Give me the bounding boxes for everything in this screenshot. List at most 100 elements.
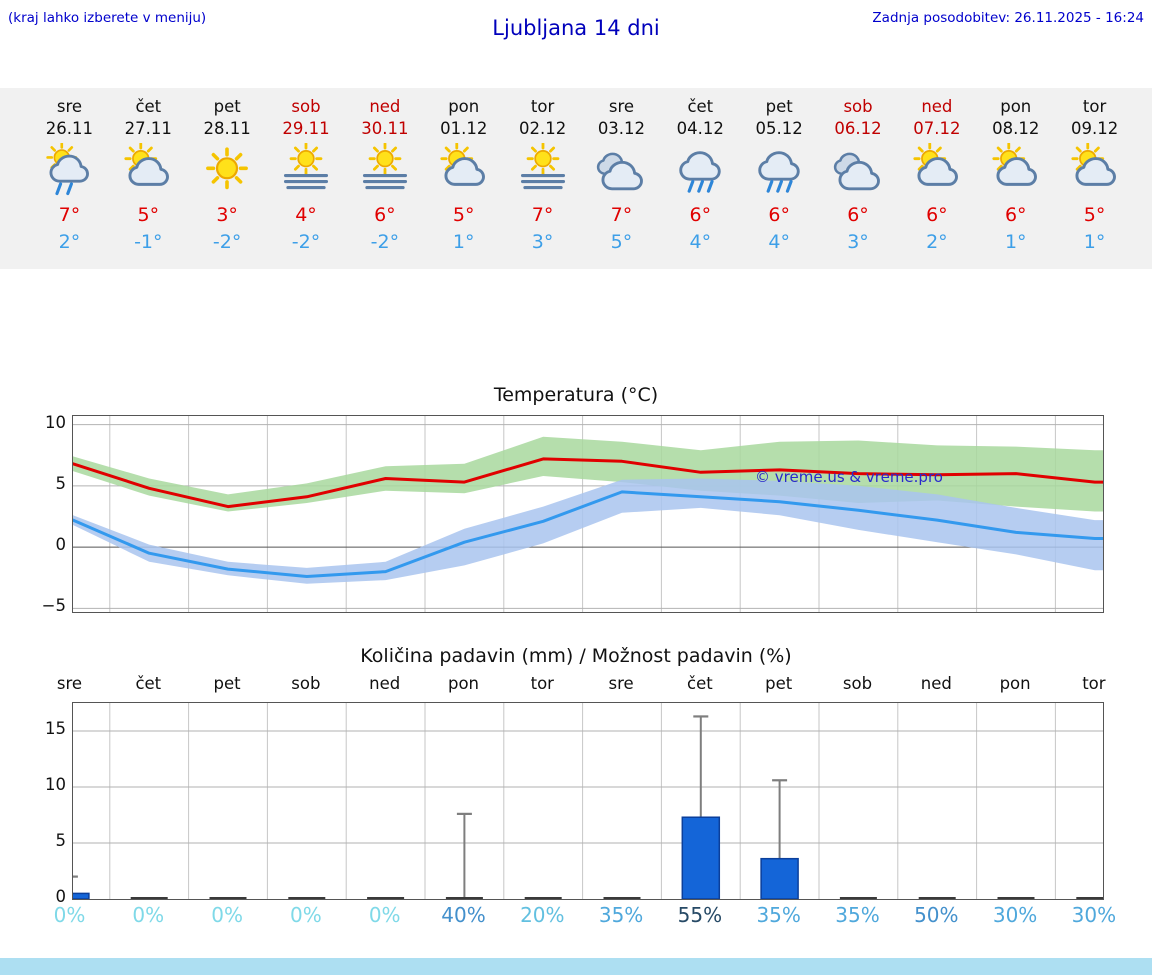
weather-icon-sun-cloud xyxy=(1066,143,1124,196)
weather-icon-sun-fog xyxy=(356,143,414,196)
weather-icon-cloud-rain xyxy=(671,143,729,196)
precip-probability: 0% xyxy=(211,903,243,927)
precip-day-label: ned xyxy=(920,674,952,693)
precip-day-label: pet xyxy=(765,674,793,693)
weather-icon-holder xyxy=(1055,143,1134,199)
day-date: 02.12 xyxy=(518,119,567,138)
weather-icon-holder xyxy=(740,143,819,199)
forecast-day[interactable]: pon 08.12 6° 1° xyxy=(976,96,1055,269)
high-temp: 6° xyxy=(1004,204,1027,226)
forecast-day[interactable]: pet 05.12 6° 4° xyxy=(740,96,819,269)
day-date: 26.11 xyxy=(45,119,94,138)
low-temp: 4° xyxy=(768,231,790,253)
forecast-day[interactable]: sre 26.11 7° 2° xyxy=(30,96,109,269)
precipitation-probability-row: 0% 0% 0% 0% 0% 40% 20% 35% 55% 35% 35% 50% 30% 30% xyxy=(0,903,1152,933)
precip-probability: 35% xyxy=(835,903,880,927)
forecast-day[interactable]: sob 29.11 4° -2° xyxy=(267,96,346,269)
high-temp: 6° xyxy=(374,204,396,226)
forecast-day[interactable]: čet 04.12 6° 4° xyxy=(661,96,740,269)
day-name: tor xyxy=(1082,97,1107,116)
precip-day-label: tor xyxy=(530,674,554,693)
precip-probability: 30% xyxy=(1071,903,1117,927)
weather-icon-cloud xyxy=(829,143,887,196)
y-axis-tick: 5 xyxy=(55,831,67,850)
forecast-day[interactable]: pon 01.12 5° 1° xyxy=(424,96,503,269)
precipitation-y-axis: 15 10 5 0 xyxy=(20,702,67,906)
precip-day-label: čet xyxy=(135,674,162,693)
high-temp: 6° xyxy=(847,204,869,226)
y-axis-tick: 10 xyxy=(45,775,66,794)
day-date: 28.11 xyxy=(203,119,251,138)
forecast-day[interactable]: ned 07.12 6° 2° xyxy=(897,96,976,269)
watermark-link[interactable]: © vreme.us & vreme.pro xyxy=(755,468,943,486)
precipitation-day-labels: sre čet pet sob ned pon tor sre čet pet sob ned pon t… xyxy=(0,674,1152,698)
y-axis-tick: 10 xyxy=(45,412,66,432)
precip-probability: 30% xyxy=(992,903,1038,927)
high-temp: 3° xyxy=(216,204,238,226)
precipitation-chart-title: Količina padavin (mm) / Možnost padavin … xyxy=(360,645,792,667)
precip-probability: 35% xyxy=(598,903,644,927)
precip-day-label: sob xyxy=(842,674,873,693)
low-temp: 1° xyxy=(1083,231,1106,253)
precip-probability: 20% xyxy=(520,903,565,927)
low-temp: -2° xyxy=(212,231,242,253)
day-date: 05.12 xyxy=(755,119,803,138)
footer-strip xyxy=(0,958,1152,975)
y-axis-tick: 5 xyxy=(55,473,67,493)
precip-day-label: ned xyxy=(369,674,401,693)
location-hint: (kraj lahko izberete v meniju) xyxy=(8,10,207,26)
day-date: 30.11 xyxy=(361,119,409,138)
high-temp: 6° xyxy=(689,204,712,226)
last-update: Zadnja posodobitev: 26.11.2025 - 16:24 xyxy=(872,10,1144,26)
weather-icon-sun-cloud xyxy=(908,143,966,196)
low-temp: 3° xyxy=(847,231,869,253)
day-name: pet xyxy=(765,97,793,116)
precip-day-label: tor xyxy=(1082,674,1106,693)
day-date: 07.12 xyxy=(913,119,961,138)
high-temp: 5° xyxy=(137,204,160,226)
precip-day-label: čet xyxy=(687,674,713,693)
weather-icon-sun-cloud-rain xyxy=(40,143,98,196)
weather-icon-holder xyxy=(897,143,976,199)
day-name: čet xyxy=(135,97,162,116)
precip-day-label: pet xyxy=(213,674,241,693)
precip-probability: 40% xyxy=(441,903,486,927)
high-temp: 5° xyxy=(1083,204,1106,226)
high-temp: 7° xyxy=(58,204,81,226)
low-temp: 5° xyxy=(610,231,633,253)
forecast-strip: sre 26.11 7° 2° čet 27.11 5° -1° pet 28.11 3° -2°… xyxy=(0,88,1152,269)
precip-probability: 0% xyxy=(53,903,86,927)
forecast-day[interactable]: tor 09.12 5° 1° xyxy=(1055,96,1134,269)
low-temp: -2° xyxy=(370,231,400,253)
forecast-day[interactable]: ned 30.11 6° -2° xyxy=(345,96,424,269)
day-name: sre xyxy=(56,97,83,116)
day-name: ned xyxy=(369,97,401,116)
weather-icon-cloud-rain xyxy=(750,143,808,196)
precip-day-label: sre xyxy=(608,674,634,693)
y-axis-tick: 0 xyxy=(55,535,67,555)
precip-probability: 50% xyxy=(914,903,959,927)
precip-day-label: pon xyxy=(447,674,480,693)
high-temp: 5° xyxy=(452,204,475,226)
forecast-day[interactable]: pet 28.11 3° -2° xyxy=(188,96,267,269)
low-temp: 2° xyxy=(926,231,948,253)
high-temp: 6° xyxy=(768,204,790,226)
high-temp: 4° xyxy=(295,204,317,226)
weather-icon-holder xyxy=(30,143,109,199)
day-date: 09.12 xyxy=(1070,119,1119,138)
day-date: 06.12 xyxy=(834,119,882,138)
y-axis-tick: 0 xyxy=(55,887,67,906)
forecast-day[interactable]: čet 27.11 5° -1° xyxy=(109,96,188,269)
forecast-day[interactable]: tor 02.12 7° 3° xyxy=(503,96,582,269)
high-temp: 7° xyxy=(531,204,554,226)
forecast-day[interactable]: sob 06.12 6° 3° xyxy=(819,96,898,269)
weather-icon-holder xyxy=(109,143,188,199)
day-date: 08.12 xyxy=(992,119,1040,138)
day-date: 03.12 xyxy=(597,119,646,138)
weather-icon-holder xyxy=(267,143,346,199)
day-name: tor xyxy=(530,97,555,116)
low-temp: 1° xyxy=(452,231,475,253)
precip-day-label: sob xyxy=(291,674,321,693)
day-date: 01.12 xyxy=(440,119,488,138)
forecast-day[interactable]: sre 03.12 7° 5° xyxy=(582,96,661,269)
